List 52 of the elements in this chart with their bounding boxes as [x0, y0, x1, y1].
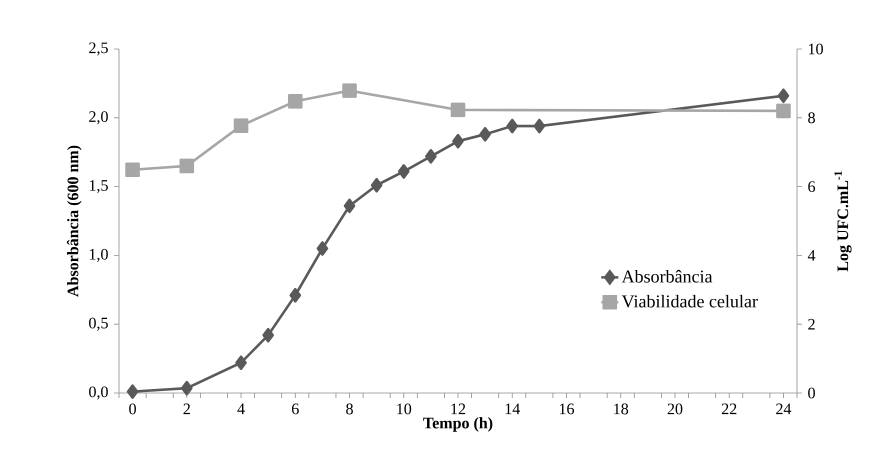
y2-tick-label: 10: [808, 44, 823, 54]
point: [262, 328, 274, 342]
point: [479, 127, 491, 142]
point: [180, 158, 194, 174]
y-tick-label: 1,0: [90, 248, 108, 262]
x-tick-label: 10: [397, 404, 412, 414]
y-tick-label: 0,0: [89, 386, 108, 400]
x-tick-label: 6: [292, 404, 299, 414]
point: [288, 94, 303, 109]
y-tick-label: 2,0: [89, 111, 108, 124]
point: [289, 288, 302, 303]
point: [125, 162, 140, 178]
y2-tick-label: 6: [808, 181, 816, 192]
y-tick-label: 1,5: [90, 180, 108, 194]
point: [398, 164, 410, 179]
point: [235, 355, 247, 370]
x-tick-label: 20: [668, 404, 682, 414]
x-tick-label: 16: [560, 404, 574, 414]
point: [344, 198, 356, 214]
point: [425, 149, 437, 164]
x-tick-label: 8: [346, 404, 353, 414]
point: [452, 134, 464, 148]
x-tick-label: 0: [129, 404, 136, 414]
x-tick-label: 14: [506, 404, 520, 414]
point: [126, 384, 138, 399]
x-tick-label: 2: [184, 404, 190, 414]
point: [342, 83, 357, 98]
point: [234, 118, 248, 133]
y-axis-title: Absorbância (600 nm): [66, 146, 82, 297]
x-axis-title: Tempo (h): [423, 417, 492, 432]
point: [778, 88, 790, 104]
y2-tick-label: 4: [808, 250, 816, 261]
legend-label: Viabilidade celular: [622, 294, 758, 308]
x-tick-label: 22: [722, 404, 736, 414]
y2-axis-title: Log UFC.mL$^{-1}$: [834, 171, 852, 272]
y2-tick-label: 8: [808, 112, 815, 124]
point: [450, 102, 466, 118]
y-tick-label: 0,5: [89, 318, 108, 331]
x-tick-label: 18: [614, 404, 628, 414]
x-tick-label: 12: [451, 404, 466, 414]
point: [316, 241, 328, 256]
y2-tick-label: 0: [808, 388, 815, 398]
y-tick-label: 2,5: [89, 42, 108, 56]
x-tick-label: 4: [237, 404, 245, 414]
y2-tick-label: 2: [808, 318, 815, 330]
point: [370, 178, 382, 193]
point: [534, 118, 546, 134]
legend-label: Absorbância: [622, 270, 712, 283]
point: [506, 118, 518, 134]
point: [181, 380, 193, 396]
point: [776, 104, 791, 118]
x-tick-label: 24: [776, 404, 792, 414]
